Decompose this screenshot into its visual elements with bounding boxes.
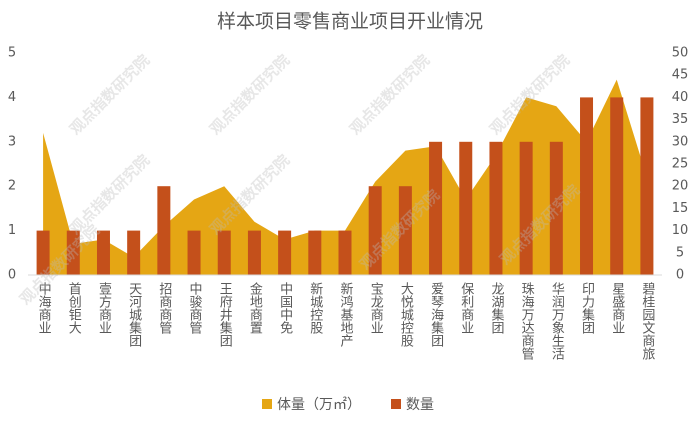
- watermark: 观点指数研究院: [66, 151, 153, 238]
- watermark: 观点指数研究院: [346, 51, 433, 138]
- y2-tick-label: 45: [672, 68, 689, 83]
- watermark: 观点指数研究院: [66, 51, 153, 138]
- bar: [610, 97, 624, 276]
- bar: [278, 230, 292, 275]
- y2-tick-label: 5: [676, 245, 684, 260]
- y2-tick-label: 0: [676, 268, 684, 283]
- x-tick-label: 珠海万达商管: [519, 282, 535, 361]
- y-tick-label: 4: [8, 90, 16, 105]
- x-tick-label: 中海商业: [36, 282, 52, 334]
- x-tick-label: 新鸿基地产: [338, 281, 354, 348]
- bar: [368, 186, 382, 275]
- x-tick-label: 招商商管: [156, 282, 172, 335]
- bar: [338, 230, 352, 275]
- bar: [36, 230, 50, 275]
- y-tick-label: 2: [8, 179, 16, 194]
- y-tick-label: 0: [8, 268, 16, 283]
- x-tick-label: 宝龙商业: [368, 282, 384, 334]
- x-tick-label: 壹方商业: [96, 282, 112, 334]
- bar: [459, 141, 473, 275]
- bar: [549, 141, 563, 275]
- x-tick-label: 保利商业: [458, 282, 474, 334]
- bar: [96, 230, 110, 275]
- y2-tick-label: 25: [672, 157, 689, 172]
- y-tick-label: 3: [8, 134, 16, 149]
- y2-tick-label: 20: [672, 179, 689, 194]
- x-tick-label: 中国中免: [277, 282, 293, 334]
- x-tick-label: 龙湖集团: [488, 282, 504, 334]
- y2-tick-label: 50: [672, 46, 689, 61]
- bar: [66, 230, 80, 275]
- x-tick-label: 爱琴海集团: [428, 282, 444, 347]
- x-tick-label: 王府井集团: [217, 282, 233, 347]
- bar: [308, 230, 322, 275]
- y2-tick-label: 30: [672, 134, 689, 149]
- bar: [247, 230, 261, 275]
- legend-swatch: [262, 399, 272, 409]
- bar: [187, 230, 201, 275]
- watermark: 观点指数研究院: [206, 51, 293, 138]
- x-tick-label: 中骏商管: [187, 282, 203, 335]
- x-tick-label: 印力集团: [579, 282, 595, 334]
- bar: [127, 230, 141, 275]
- y-tick-label: 1: [8, 223, 16, 238]
- chart-title: 样本项目零售商业项目开业情况: [217, 11, 483, 33]
- x-tick-label: 华润万象生活: [549, 282, 565, 360]
- x-tick-label: 金地商置: [247, 281, 263, 334]
- bar: [398, 186, 412, 275]
- legend-label: 体量（万㎡）: [277, 397, 361, 413]
- bar: [519, 141, 533, 275]
- y2-tick-label: 15: [672, 201, 689, 216]
- bar: [429, 141, 443, 275]
- legend-label: 数量: [406, 397, 434, 413]
- x-tick-label: 碧桂园文商旅: [639, 282, 655, 360]
- x-tick-label: 新城控股: [307, 281, 323, 335]
- bar: [640, 97, 654, 276]
- x-tick-label: 星盛商业: [609, 282, 625, 334]
- bar: [217, 230, 231, 275]
- x-tick-label: 首创钜大: [66, 282, 82, 334]
- legend-swatch: [391, 399, 401, 409]
- bar: [580, 97, 594, 276]
- y-tick-label: 5: [8, 46, 16, 61]
- y2-tick-label: 35: [672, 112, 689, 127]
- y2-tick-label: 40: [672, 90, 689, 105]
- x-tick-label: 大悦城控股: [398, 282, 414, 348]
- bar: [157, 186, 171, 275]
- y2-tick-label: 10: [672, 223, 689, 238]
- x-tick-label: 天河城集团: [126, 282, 142, 347]
- bar: [489, 141, 503, 275]
